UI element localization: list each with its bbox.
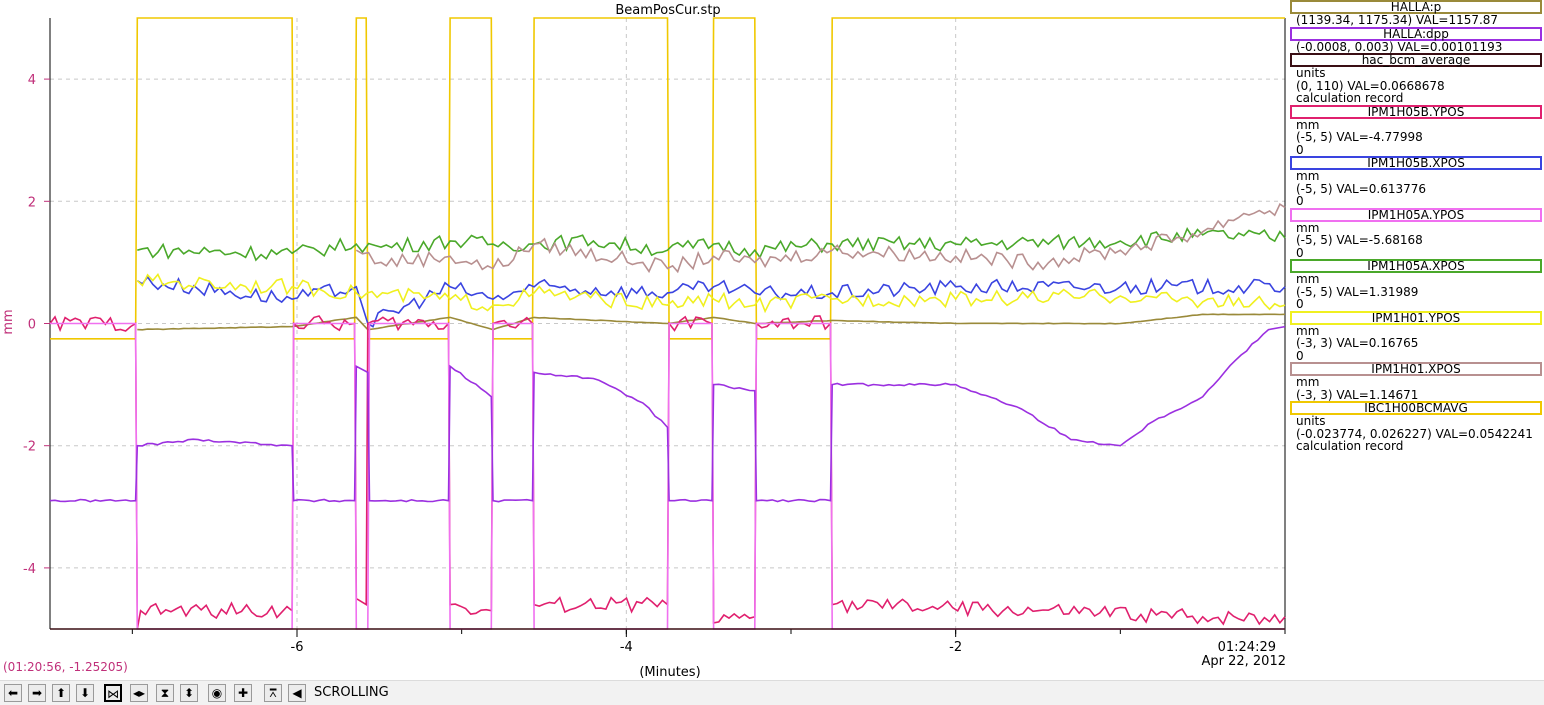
right-arrow-icon[interactable]: ➡ [28, 684, 46, 702]
plot-title: BeamPosCur.stp [615, 3, 720, 18]
y-tick-label: 0 [28, 318, 36, 333]
legend-detail: 0 [1296, 245, 1304, 260]
legend-detail: (-0.0008, 0.003) VAL=0.00101193 [1296, 39, 1503, 54]
legend-swatch-label[interactable]: IPM1H01.YPOS [1290, 310, 1542, 325]
legend-detail: mm [1296, 272, 1320, 286]
cursor-readout: (01:20:56, -1.25205) [3, 660, 128, 674]
legend-swatch-label[interactable]: IPM1H05A.YPOS [1290, 207, 1542, 222]
legend-entry[interactable]: IPM1H01.XPOS mm (-3, 3) VAL=1.14671 [1290, 362, 1542, 401]
legend-detail: 0 [1296, 194, 1304, 208]
series-line [49, 315, 1286, 630]
legend-detail: (-5, 5) VAL=1.31989 [1296, 284, 1419, 299]
legend-detail: units [1296, 66, 1326, 80]
zoom-in-y-icon[interactable]: ⧗ [156, 684, 174, 702]
plot-area[interactable]: 4 2 0 -2 -4 -6 -4 -2 BeamPosCur.stp mm (Minutes) 01… [0, 0, 1290, 680]
legend-detail: mm [1296, 169, 1320, 183]
legend-swatch-label[interactable]: IPM1H05A.XPOS [1290, 259, 1542, 273]
auto-scale-icon[interactable]: ⩞ [264, 684, 282, 702]
series-line [49, 325, 1286, 503]
y-tick-label: 2 [28, 195, 36, 210]
down-arrow-icon[interactable]: ⬇ [76, 684, 94, 702]
legend-swatch-label[interactable]: hac_bcm_average [1290, 53, 1542, 67]
x-axis-label: (Minutes) [639, 665, 700, 680]
scroll-icon[interactable]: ◀ [288, 684, 306, 702]
legend-entry[interactable]: IPM1H01.YPOS mm (-3, 3) VAL=0.16765 0 [1290, 310, 1542, 363]
left-arrow-icon[interactable]: ⬅ [4, 684, 22, 702]
legend-swatch-label[interactable]: IBC1H00BCMAVG [1290, 401, 1542, 415]
x-tick-label: -6 [291, 640, 304, 655]
legend-detail: (1139.34, 1175.34) VAL=1157.87 [1296, 13, 1499, 27]
legend-swatch-label[interactable]: IPM1H01.XPOS [1290, 362, 1542, 376]
up-arrow-icon[interactable]: ⬆ [52, 684, 70, 702]
legend-entry[interactable]: IPM1H05A.YPOS mm (-5, 5) VAL=-5.68168 0 [1290, 207, 1542, 260]
circle-icon[interactable]: ◉ [208, 684, 226, 702]
legend-entry[interactable]: hac_bcm_average units (0, 110) VAL=0.06686… [1290, 53, 1542, 105]
series-line [50, 322, 1285, 630]
legend-entry[interactable]: IPM1H05A.XPOS mm (-5, 5) VAL=1.31989 0 [1290, 259, 1542, 311]
legend-swatch-label[interactable]: HALLA:dpp [1290, 26, 1542, 41]
legend-detail: 0 [1296, 348, 1304, 363]
y-tick-label: -4 [23, 562, 36, 577]
y-tick-label: -2 [23, 440, 36, 455]
x-tick-label: -4 [620, 640, 633, 655]
legend-entry[interactable]: IPM1H05B.YPOS mm (-5, 5) VAL=-4.77998 0 [1290, 104, 1542, 157]
zoom-out-y-icon[interactable]: ⬍ [180, 684, 198, 702]
legend-detail: mm [1296, 220, 1320, 235]
legend-entry[interactable]: HALLA:p (1139.34, 1175.34) VAL=1157.87 [1290, 0, 1542, 27]
legend-detail: (-5, 5) VAL=-5.68168 [1296, 233, 1423, 247]
legend-detail: 0 [1296, 297, 1304, 311]
legend-detail: (-3, 3) VAL=1.14671 [1296, 387, 1419, 402]
series-line [50, 17, 1285, 340]
zoom-in-x-icon[interactable]: ⋈ [104, 684, 122, 702]
legend-detail: (-5, 5) VAL=-4.77998 [1296, 130, 1423, 144]
x-tick-label: -2 [949, 640, 962, 655]
legend-detail: mm [1296, 117, 1320, 132]
legend-detail: units [1296, 414, 1326, 428]
legend: HALLA:p (1139.34, 1175.34) VAL=1157.87 HAL… [1290, 0, 1542, 453]
legend-entry[interactable]: HALLA:dpp (-0.0008, 0.003) VAL=0.00101193 [1290, 26, 1542, 54]
legend-entry[interactable]: IBC1H00BCMAVG units (-0.023774, 0.026227) … [1290, 401, 1542, 453]
legend-detail: (-3, 3) VAL=0.16765 [1296, 336, 1419, 350]
series-line [137, 226, 1286, 262]
legend-detail: 0 [1296, 142, 1304, 157]
legend-swatch-label[interactable]: IPM1H05B.XPOS [1290, 156, 1542, 170]
legend-detail: (-0.023774, 0.026227) VAL=0.0542241 [1296, 426, 1533, 441]
legend-entry[interactable]: IPM1H05B.XPOS mm (-5, 5) VAL=0.613776 0 [1290, 156, 1542, 208]
legend-detail: mm [1296, 323, 1320, 338]
plus-icon[interactable]: ✚ [234, 684, 252, 702]
zoom-out-x-icon[interactable]: ◂▸ [130, 684, 148, 702]
legend-detail: calculation record [1296, 91, 1404, 105]
series-line [136, 273, 1286, 314]
legend-swatch-label[interactable]: HALLA:p [1290, 0, 1542, 14]
series-line [136, 275, 1286, 328]
status-label: SCROLLING [314, 685, 389, 700]
legend-swatch-label[interactable]: IPM1H05B.YPOS [1290, 104, 1542, 119]
legend-detail: mm [1296, 375, 1320, 389]
date-label: Apr 22, 2012 [1201, 654, 1286, 669]
legend-detail: (-5, 5) VAL=0.613776 [1296, 181, 1427, 196]
series-line [355, 203, 1286, 274]
legend-detail: (0, 110) VAL=0.0668678 [1296, 78, 1445, 93]
y-axis-label: mm [1, 309, 16, 334]
toolbar: ⬅ ➡ ⬆ ⬇ ⋈ ◂▸ ⧗ ⬍ ◉ ✚ ⩞ ◀ SCROLLING [0, 680, 1544, 705]
time-label: 01:24:29 [1218, 640, 1276, 655]
legend-detail: calculation record [1296, 439, 1404, 453]
y-tick-label: 4 [28, 73, 36, 88]
